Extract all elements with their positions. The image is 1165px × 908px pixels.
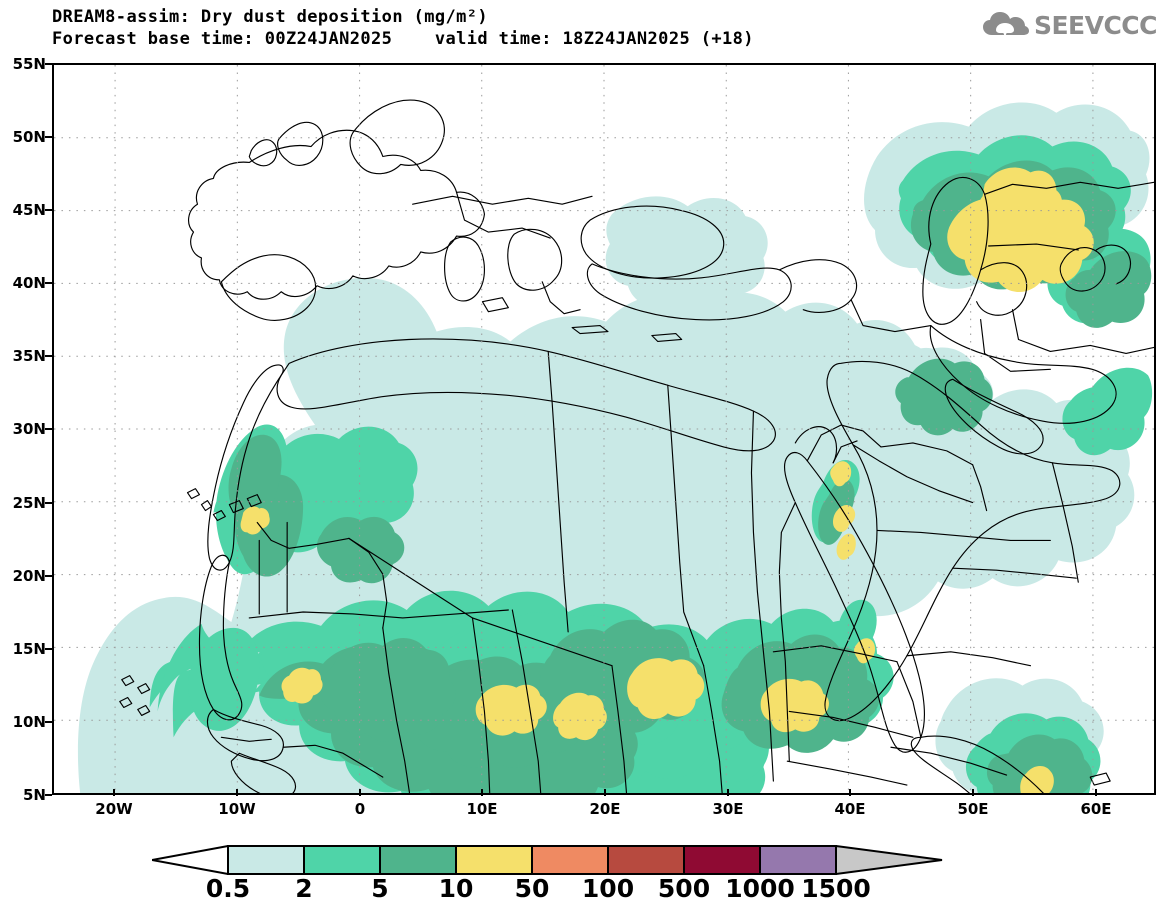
x-tick-label: 20E <box>589 800 621 818</box>
y-tick-label: 20N <box>12 567 46 585</box>
x-tick-label: 50E <box>957 800 989 818</box>
colorbar-cell-1 <box>303 845 381 875</box>
cloud-icon <box>982 12 1029 37</box>
seevccc-logo: SEEVCCC <box>982 8 1158 42</box>
colorbar-tick: 100 <box>581 874 635 903</box>
map-plot-area <box>52 63 1156 795</box>
y-tick-label: 35N <box>12 347 46 365</box>
x-tick-label: 10E <box>466 800 498 818</box>
colorbar-cell-3 <box>455 845 533 875</box>
y-tick-label: 50N <box>12 128 46 146</box>
colorbar-extend-max <box>835 845 943 875</box>
colorbar-tick: 1000 <box>725 874 795 903</box>
x-tick-label: 0 <box>354 800 366 818</box>
colorbar-tick: 10 <box>438 874 474 903</box>
forecast-time-subtitle: Forecast base time: 00Z24JAN2025 valid t… <box>52 29 754 49</box>
y-tick-label: 10N <box>12 713 46 731</box>
dust-deposition-map <box>54 65 1154 793</box>
colorbar-extend-min <box>152 845 229 875</box>
y-tick-label: 30N <box>12 420 46 438</box>
colorbar-cell-7 <box>759 845 837 875</box>
colorbar-cell-4 <box>531 845 609 875</box>
x-tick-label: 40E <box>834 800 866 818</box>
colorbar-tick: 5 <box>371 874 389 903</box>
colorbar-cell-2 <box>379 845 457 875</box>
colorbar-tick: 1500 <box>801 874 871 903</box>
y-tick-label: 55N <box>12 55 46 73</box>
page-title: DREAM8-assim: Dry dust deposition (mg/m²… <box>52 7 489 27</box>
y-tick-label: 40N <box>12 274 46 292</box>
colorbar-cell-5 <box>607 845 685 875</box>
colorbar-cell-0 <box>227 845 305 875</box>
y-tick-label: 25N <box>12 494 46 512</box>
y-tick-label: 45N <box>12 201 46 219</box>
map-borders-layer <box>119 99 1154 793</box>
x-tick-label: 60E <box>1080 800 1112 818</box>
x-tick-label: 10W <box>218 800 256 818</box>
colorbar-tick: 2 <box>295 874 313 903</box>
colorbar-tick: 500 <box>657 874 711 903</box>
colorbar-cell-6 <box>683 845 761 875</box>
logo-text: SEEVCCC <box>1033 10 1158 40</box>
contour-band-10-50 <box>240 167 1094 793</box>
colorbar-swatches <box>152 845 943 875</box>
colorbar-tick: 50 <box>514 874 550 903</box>
y-tick-label: 15N <box>12 640 46 658</box>
x-tick-label: 20W <box>95 800 133 818</box>
header: DREAM8-assim: Dry dust deposition (mg/m²… <box>0 0 1165 60</box>
colorbar-tick: 0.5 <box>205 874 251 903</box>
y-tick-label: 5N <box>23 786 46 804</box>
x-tick-label: 30E <box>712 800 744 818</box>
